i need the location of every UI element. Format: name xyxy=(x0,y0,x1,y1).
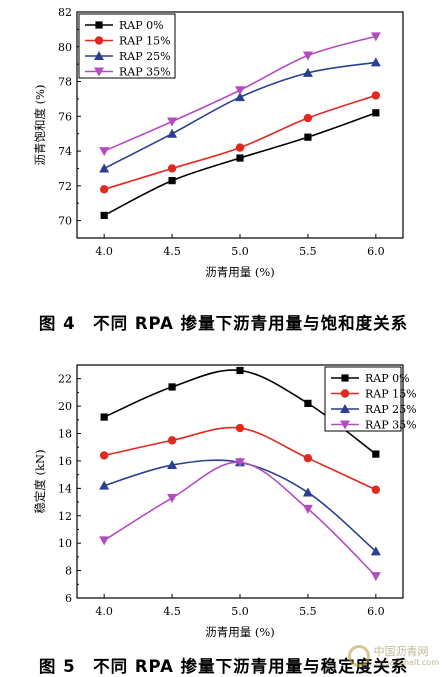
data-point xyxy=(236,154,244,162)
x-tick-label: 4.0 xyxy=(95,245,113,258)
x-tick-label: 5.5 xyxy=(299,605,317,618)
x-tick-label: 4.5 xyxy=(163,605,181,618)
y-tick-label: 20 xyxy=(58,400,72,413)
data-point xyxy=(236,366,244,375)
legend-marker xyxy=(340,404,350,413)
y-tick-label: 78 xyxy=(58,76,72,89)
y-axis-label: 稳定度 (kN) xyxy=(33,449,47,513)
watermark-logo-icon xyxy=(347,645,370,667)
legend-marker xyxy=(94,67,104,77)
data-point xyxy=(235,92,245,102)
legend-marker xyxy=(94,36,104,45)
y-tick-label: 22 xyxy=(58,373,72,386)
data-point xyxy=(372,109,380,117)
y-tick-label: 70 xyxy=(58,215,72,228)
y-tick-label: 12 xyxy=(58,510,72,523)
data-point xyxy=(235,423,245,433)
data-point xyxy=(303,454,313,463)
x-axis-label: 沥青用量 (%) xyxy=(205,265,275,279)
legend-label: RAP 35% xyxy=(365,419,417,432)
x-tick-label: 5.5 xyxy=(299,245,317,258)
data-point xyxy=(302,487,313,497)
data-point xyxy=(99,480,110,490)
y-tick-label: 6 xyxy=(65,592,72,605)
legend-label: RAP 35% xyxy=(119,66,171,79)
y-tick-label: 76 xyxy=(58,110,72,123)
x-tick-label: 5.0 xyxy=(231,605,249,618)
data-point xyxy=(167,460,178,470)
x-tick-label: 5.0 xyxy=(231,245,249,258)
y-tick-label: 16 xyxy=(58,455,72,468)
figure-4-caption: 图 4 不同 RPA 掺量下沥青用量与饱和度关系 xyxy=(38,314,409,333)
y-tick-label: 82 xyxy=(58,6,72,19)
y-tick-label: 80 xyxy=(58,41,72,54)
chart-saturation: 70 72 74 76 78 80 82 4.0 4.5 5.0 5.5 6.0 沥青用量 (%) 沥青饱… xyxy=(33,6,404,279)
data-point xyxy=(235,458,245,468)
series-line xyxy=(103,94,377,191)
data-point xyxy=(168,383,176,391)
data-point xyxy=(302,504,313,514)
watermark: 中国沥青网 sinoasphalt.com xyxy=(347,644,439,667)
y-tick-label: 18 xyxy=(58,428,72,441)
data-point xyxy=(99,185,109,194)
y-tick-label: 10 xyxy=(58,537,72,550)
chart-stability: 6 8 10 12 14 16 18 20 22 4.0 4.5 5.0 5.5 6.0 沥青用量 (%) 稳… xyxy=(33,364,417,639)
data-point xyxy=(168,177,176,185)
legend-label: RAP 0% xyxy=(119,19,164,32)
data-point xyxy=(370,32,381,42)
figure-5-caption: 图 5 不同 RPA 掺量下沥青用量与稳定度关系 xyxy=(38,657,409,676)
data-point xyxy=(302,51,313,61)
data-point xyxy=(302,67,313,77)
watermark-text: 中国沥青网 xyxy=(373,644,429,658)
data-point xyxy=(99,163,110,173)
data-point xyxy=(371,91,381,100)
y-tick-label: 14 xyxy=(58,482,72,495)
legend-label: RAP 25% xyxy=(365,403,417,416)
legend-label: RAP 25% xyxy=(119,50,171,63)
y-tick-label: 74 xyxy=(58,145,72,158)
legend-label: RAP 0% xyxy=(365,372,410,385)
x-tick-label: 6.0 xyxy=(367,605,385,618)
data-point xyxy=(370,572,381,582)
data-point xyxy=(167,493,178,503)
data-point xyxy=(235,86,245,96)
data-point xyxy=(370,546,381,556)
data-point xyxy=(99,451,109,460)
x-tick-label: 4.0 xyxy=(95,605,113,618)
series-line xyxy=(103,112,377,217)
series-line xyxy=(103,461,377,577)
y-tick-label: 72 xyxy=(58,180,72,193)
y-tick-label: 8 xyxy=(65,565,72,578)
series-line xyxy=(103,459,377,553)
legend-label: RAP 15% xyxy=(119,35,171,48)
y-axis-label: 沥青饱和度 (%) xyxy=(33,84,47,165)
data-point xyxy=(303,113,313,123)
watermark-subtext: sinoasphalt.com xyxy=(373,657,439,667)
x-tick-label: 4.5 xyxy=(163,245,181,258)
data-point xyxy=(99,536,110,546)
data-point xyxy=(304,399,312,407)
legend-marker xyxy=(94,51,104,60)
data-point xyxy=(100,211,108,219)
data-point xyxy=(167,164,177,173)
data-point xyxy=(167,436,177,445)
data-point xyxy=(370,57,381,67)
data-point xyxy=(371,485,381,494)
data-point xyxy=(372,450,380,458)
data-point xyxy=(167,128,178,138)
data-point xyxy=(99,147,110,157)
data-point xyxy=(235,143,245,152)
legend-marker xyxy=(95,21,103,29)
x-tick-label: 6.0 xyxy=(367,245,385,258)
data-point xyxy=(167,117,178,127)
legend-marker xyxy=(340,420,350,430)
data-point xyxy=(304,133,312,141)
data-point xyxy=(100,413,108,421)
x-axis-label: 沥青用量 (%) xyxy=(205,625,275,639)
legend-marker xyxy=(340,389,350,398)
legend-marker xyxy=(341,374,349,382)
legend-label: RAP 15% xyxy=(365,388,417,401)
